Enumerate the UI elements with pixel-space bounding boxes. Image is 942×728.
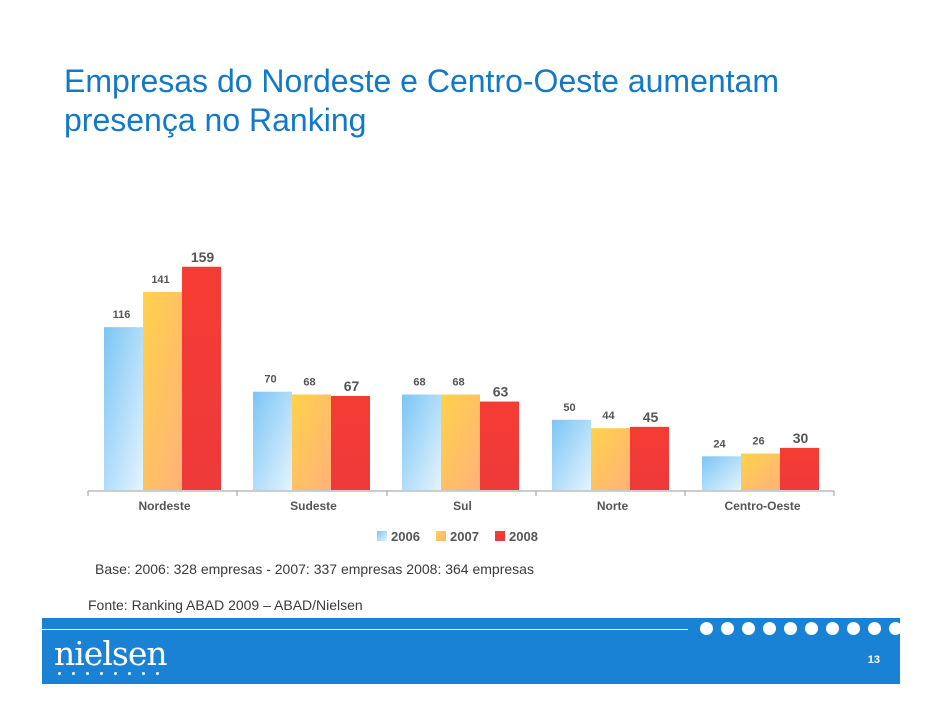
source-note: Fonte: Ranking ABAD 2009 – ABAD/Nielsen [88, 597, 363, 613]
data-label-sudeste-2008: 67 [344, 378, 360, 394]
page-number: 13 [867, 654, 880, 666]
legend-swatch-2008 [495, 531, 505, 541]
legend-swatch-2006 [377, 531, 387, 541]
nielsen-logo: nielsen [54, 634, 168, 673]
bar-sul-2006 [402, 394, 441, 490]
data-label-sul-2006: 68 [413, 377, 425, 389]
bar-nordeste-2008 [182, 266, 221, 490]
logo-dots [58, 672, 159, 675]
bar-sul-2007 [441, 394, 480, 490]
data-label-nordeste-2006: 116 [113, 309, 131, 321]
category-label-sudeste: Sudeste [290, 499, 337, 513]
data-label-centro-oeste-2007: 26 [752, 435, 764, 447]
legend-label-2008: 2008 [509, 529, 538, 544]
data-label-centro-oeste-2006: 24 [713, 438, 726, 450]
category-label-sul: Sul [453, 499, 472, 513]
bar-sudeste-2007 [292, 394, 331, 490]
footer-divider [42, 629, 688, 630]
category-label-norte: Norte [597, 499, 629, 513]
bar-norte-2008 [630, 426, 669, 490]
bar-sudeste-2006 [253, 391, 292, 490]
bar-sudeste-2008 [331, 395, 370, 490]
bar-norte-2006 [552, 419, 591, 490]
bar-sul-2008 [480, 401, 519, 490]
bar-nordeste-2006 [104, 327, 143, 490]
data-label-sul-2008: 63 [493, 384, 509, 400]
data-label-sul-2007: 68 [452, 377, 464, 389]
data-label-norte-2008: 45 [643, 409, 659, 425]
base-note: Base: 2006: 328 empresas - 2007: 337 emp… [95, 561, 534, 577]
bar-chart: 116 141 159 70 68 67 68 68 63 50 44 45 24 26 30 Nordes… [87, 249, 835, 544]
legend-label-2006: 2006 [391, 529, 420, 544]
data-label-nordeste-2008: 159 [191, 249, 215, 265]
footer-dots [700, 622, 923, 635]
legend-swatch-2007 [436, 531, 446, 541]
bar-norte-2007 [591, 428, 630, 490]
data-label-sudeste-2006: 70 [264, 374, 276, 386]
category-label-centro-oeste: Centro-Oeste [724, 499, 800, 513]
slide-title: Empresas do Nordeste e Centro-Oeste aume… [64, 63, 779, 138]
category-label-nordeste: Nordeste [138, 499, 190, 513]
bar-nordeste-2007 [143, 292, 182, 490]
data-label-centro-oeste-2008: 30 [793, 430, 809, 446]
data-label-sudeste-2007: 68 [303, 377, 315, 389]
bar-centro-oeste-2008 [780, 447, 819, 490]
legend-label-2007: 2007 [450, 529, 479, 544]
data-label-norte-2006: 50 [563, 402, 575, 414]
bar-centro-oeste-2006 [702, 456, 741, 490]
bar-centro-oeste-2007 [741, 453, 780, 490]
data-label-nordeste-2007: 141 [151, 274, 169, 286]
data-label-norte-2007: 44 [602, 410, 615, 422]
